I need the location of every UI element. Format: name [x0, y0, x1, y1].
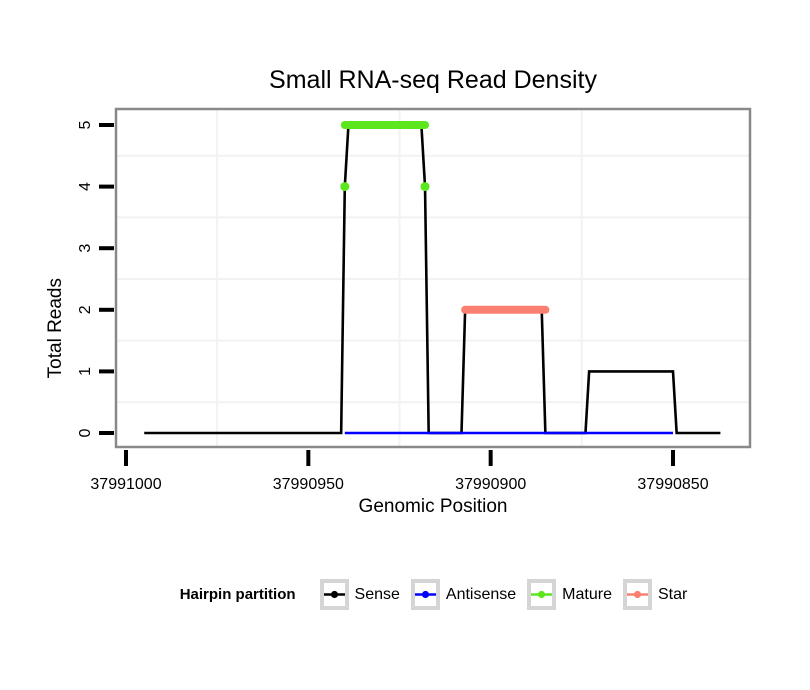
legend-key-glyph: [531, 590, 553, 599]
y-tick-label: 1: [77, 367, 94, 376]
legend-key-glyph: [626, 590, 648, 599]
legend-key-glyph: [414, 590, 436, 599]
y-tick-label: 2: [77, 305, 94, 314]
x-tick-label: 37990900: [455, 476, 526, 493]
y-tick-label: 4: [77, 182, 94, 191]
panel-border: [114, 107, 752, 449]
y-tick-label: 0: [77, 428, 94, 437]
legend-item-label: Star: [657, 585, 688, 603]
legend: Hairpin partition Sense Antisense Mature St…: [34, 579, 810, 610]
legend-key-glyph: [323, 590, 345, 599]
legend-item-antisense: Antisense: [410, 579, 517, 610]
legend-key-star-icon: [622, 579, 652, 610]
x-tick-label: 37990850: [637, 476, 708, 493]
legend-item-star: Star: [622, 579, 688, 610]
legend-key-antisense-icon: [410, 579, 440, 610]
mature-marker: [340, 182, 350, 192]
legend-item-label: Sense: [354, 585, 400, 603]
legend-item-label: Mature: [562, 585, 612, 603]
legend-key-mature-icon: [527, 579, 557, 610]
legend-title: Hairpin partition: [179, 586, 296, 603]
chart-title: Small RNA-seq Read Density: [269, 66, 597, 94]
x-axis-label: Genomic Position: [358, 496, 508, 517]
x-tick-label: 37990950: [273, 476, 344, 493]
y-tick-label: 3: [77, 244, 94, 253]
legend-item-label: Antisense: [445, 585, 517, 603]
legend-item-sense: Sense: [319, 579, 400, 610]
x-tick-label: 37991000: [90, 476, 161, 493]
legend-key-sense-icon: [319, 579, 349, 610]
mature-marker: [420, 182, 430, 192]
y-axis-label-text: Total Reads: [45, 278, 66, 379]
y-tick-label: 5: [77, 120, 94, 129]
sense-line: [144, 123, 721, 435]
legend-item-mature: Mature: [527, 579, 612, 610]
